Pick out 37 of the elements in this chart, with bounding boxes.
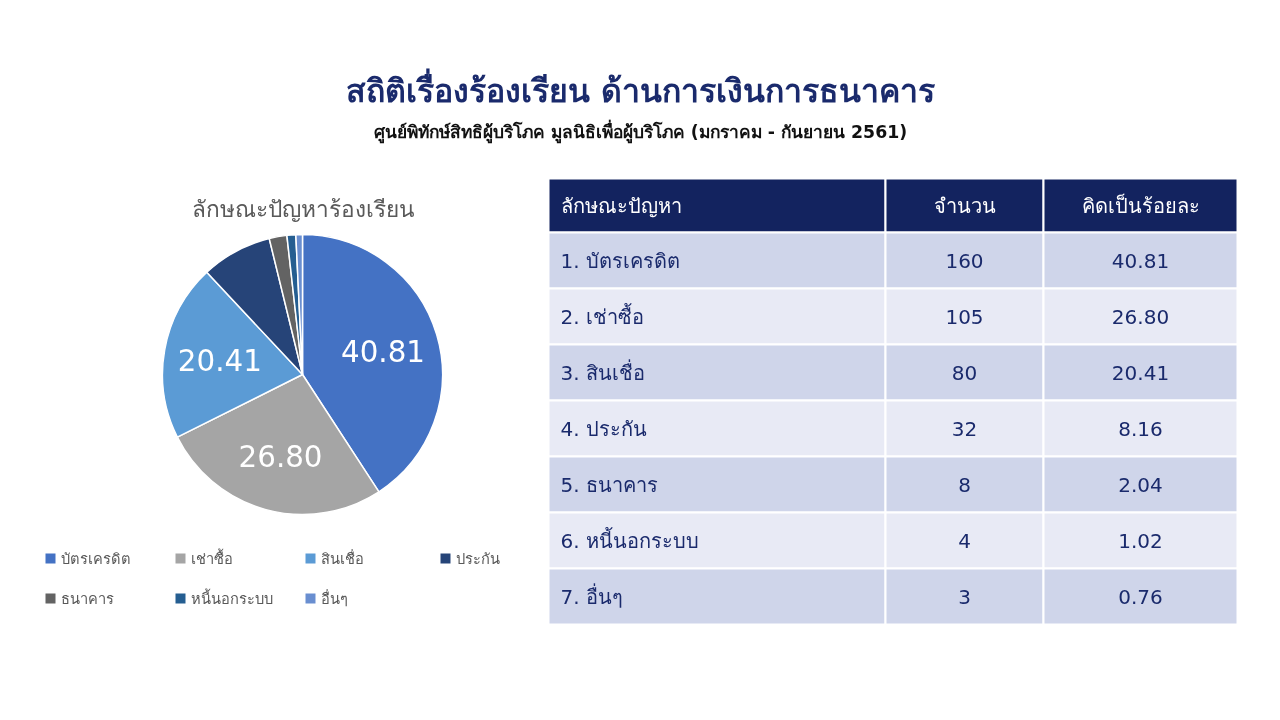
text: 7. อื่นๆ [560, 582, 623, 609]
legend-label: ประกัน [455, 550, 500, 567]
text: 26.80 [1111, 304, 1170, 329]
text: สถิติเรื่องร้องเรียน ด้านการเงินการธนาคาร [345, 67, 936, 110]
text: 3 [958, 584, 971, 609]
legend-label: หนี้นอกระบบ [190, 588, 273, 607]
text: 8 [958, 472, 971, 497]
legend-label: บัตรเครดิต [60, 550, 131, 567]
text: 3. สินเชื่อ [560, 358, 645, 385]
text: 32 [951, 416, 978, 441]
text: 2. เช่าซื้อ [560, 302, 644, 329]
text: 5. ธนาคาร [560, 472, 658, 497]
text: คิดเป็นร้อยละ [1081, 192, 1200, 218]
data-label: 26.80 [238, 439, 323, 474]
legend-label: เช่าซื้อ [190, 548, 233, 567]
text: 6. หนี้นอกระบบ [560, 526, 699, 553]
text: 1.02 [1118, 528, 1163, 553]
legend-label: อื่นๆ [320, 589, 348, 607]
legend-label: สินเชื่อ [320, 549, 364, 567]
text: 80 [951, 360, 978, 385]
text: จำนวน [933, 193, 996, 218]
legend-label: ธนาคาร [60, 590, 114, 607]
text: 0.76 [1118, 584, 1163, 609]
text: 4. ประกัน [560, 416, 647, 441]
text: 8.16 [1118, 416, 1163, 441]
text: 20.41 [1111, 360, 1170, 385]
text: 4 [958, 528, 971, 553]
text: 105 [945, 304, 984, 329]
chart-title: ลักษณะปัญหาร้องเรียน [191, 195, 414, 222]
text: 1. บัตรเครดิต [560, 248, 680, 273]
data-label: 40.81 [341, 334, 426, 369]
text: 40.81 [1111, 248, 1170, 273]
text: ศูนย์พิทักษ์สิทธิผู้บริโภค มูลนิธิเพื่อผู้บริโภค (มกราคม - กันยายน 2561) [373, 118, 908, 144]
text: 160 [945, 248, 984, 273]
data-label: 20.41 [177, 343, 262, 378]
text: ลักษณะปัญหา [560, 193, 682, 218]
text: 2.04 [1118, 472, 1163, 497]
